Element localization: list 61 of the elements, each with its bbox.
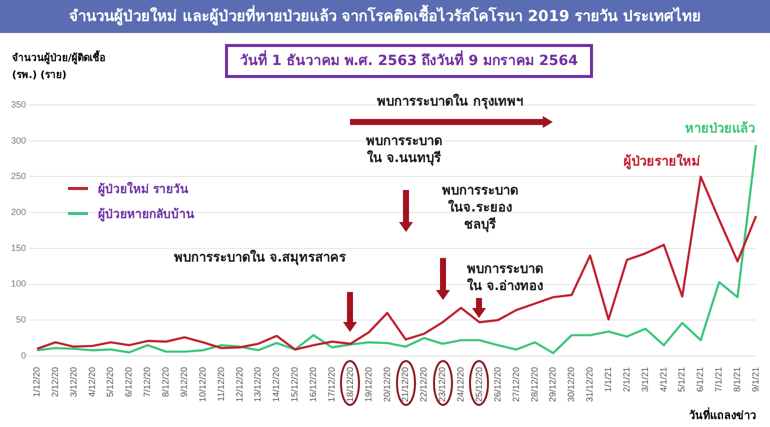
- x-tick-label: 4/1/21: [658, 366, 668, 392]
- x-tick-label: 19/12/20: [363, 366, 374, 402]
- x-tick-label: 20/12/20: [382, 366, 392, 402]
- annotation: พบการระบาด ในจ.ระยอง ชลบุรี: [442, 183, 518, 232]
- annotation: หายป่วยแล้ว: [685, 120, 755, 136]
- x-tick-label: 3/1/21: [640, 366, 650, 392]
- x-tick-label: 1/1/21: [603, 366, 613, 392]
- x-tick-label: 10/12/20: [197, 366, 208, 402]
- x-tick-label: 6/1/21: [695, 366, 706, 392]
- x-tick-label: 4/12/20: [86, 366, 97, 397]
- annotation: ผู้ป่วยรายใหม่: [624, 152, 700, 170]
- x-tick-label: 16/12/20: [308, 366, 318, 402]
- x-tick-label: 31/12/20: [584, 366, 595, 402]
- x-tick-label: 15/12/20: [290, 366, 300, 402]
- y-tick-label: 150: [10, 242, 26, 253]
- x-tick-label: 1/12/20: [32, 366, 42, 397]
- x-tick-label: 2/1/21: [621, 366, 632, 392]
- x-tick-label: 27/12/20: [510, 366, 521, 402]
- x-tick-label: 23/12/20: [437, 366, 448, 402]
- y-axis-title: จำนวนผู้ป่วย/ผู้ติดเชื้อ (รพ.) (ราย): [12, 50, 106, 83]
- annotation: พบการระบาด ใน จ.อ่างทอง: [466, 262, 544, 294]
- x-tick-label: 18/12/20: [344, 366, 355, 402]
- annotation: พบการระบาดใน จ.สมุทรสาคร: [174, 248, 346, 266]
- y-tick-label: 300: [10, 135, 26, 146]
- annotation: พบการระบาด ใน จ.นนทบุรี: [366, 134, 442, 166]
- x-tick-label: 25/12/20: [474, 366, 484, 402]
- x-tick-label: 9/1/21: [750, 366, 760, 392]
- x-tick-label: 24/12/20: [456, 366, 466, 402]
- x-tick-label: 29/12/20: [548, 366, 558, 402]
- legend-label: ผู้ป่วยหายกลับบ้าน: [98, 206, 194, 223]
- y-tick-label: 0: [21, 350, 26, 360]
- x-tick-label: 13/12/20: [252, 366, 263, 402]
- x-tick-label: 7/12/20: [142, 366, 152, 397]
- x-tick-label: 17/12/20: [326, 366, 336, 402]
- x-tick-label: 7/1/21: [714, 366, 724, 392]
- x-tick-label: 3/12/20: [68, 366, 78, 397]
- x-tick-label: 22/12/20: [418, 366, 429, 402]
- y-tick-label: 200: [10, 207, 26, 218]
- x-tick-label: 26/12/20: [492, 366, 502, 402]
- x-tick-label: 14/12/20: [271, 366, 282, 402]
- x-tick-label: 2/12/20: [50, 366, 60, 397]
- x-tick-label: 5/12/20: [105, 366, 116, 397]
- y-tick-label: 250: [10, 171, 26, 182]
- y-tick-label: 50: [16, 314, 26, 325]
- chart-subtitle: วันที่ 1 ธันวาคม พ.ศ. 2563 ถึงวันที่ 9 มกราคม 2564: [225, 44, 593, 78]
- x-tick-label: 21/12/20: [400, 366, 410, 402]
- x-axis-title: วันที่แถลงข่าว: [689, 406, 756, 424]
- chart-title: จำนวนผู้ป่วยใหม่ และผู้ป่วยที่หายป่วยแล้ว จากโรคติดเชื้อไวรัสโคโรนา 2019 รายวัน ประเทศไทย: [0, 0, 770, 33]
- x-tick-label: 11/12/20: [216, 366, 226, 402]
- y-tick-label: 100: [10, 278, 26, 289]
- x-tick-label: 30/12/20: [566, 366, 576, 402]
- legend-label: ผู้ป่วยใหม่ รายวัน: [98, 180, 188, 198]
- annotation: พบการระบาดใน กรุงเทพฯ: [377, 92, 523, 110]
- x-tick-label: 8/1/21: [732, 366, 742, 392]
- x-tick-label: 5/1/21: [676, 366, 687, 392]
- x-tick-label: 12/12/20: [234, 366, 244, 402]
- x-tick-label: 8/12/20: [160, 366, 171, 397]
- x-tick-label: 6/12/20: [124, 366, 134, 397]
- y-tick-label: 350: [10, 99, 26, 110]
- x-tick-label: 28/12/20: [529, 366, 540, 402]
- x-tick-label: 9/12/20: [178, 366, 189, 397]
